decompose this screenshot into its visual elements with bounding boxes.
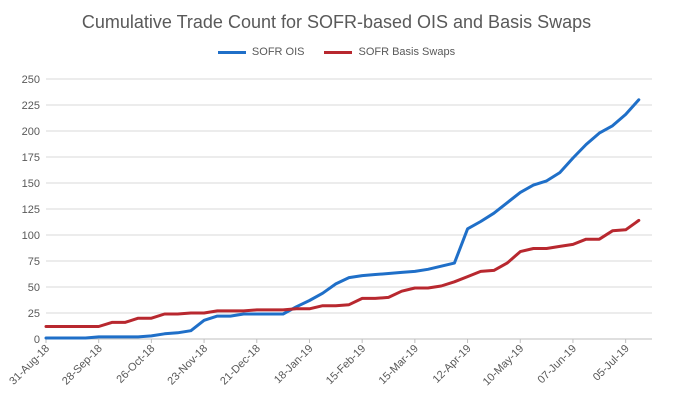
y-tick-label-0: 0 <box>34 334 40 346</box>
x-tick-label-11: 05-Jul-19 <box>591 343 632 384</box>
chart-title: Cumulative Trade Count for SOFR-based OI… <box>81 12 592 32</box>
y-tick-label-75: 75 <box>28 256 40 268</box>
y-tick-label-175: 175 <box>22 152 40 164</box>
x-tick-label-8: 12-Apr-19 <box>431 343 474 386</box>
legend-item-sofr-basis-swaps: SOFR Basis Swaps <box>324 46 455 58</box>
y-tick-label-100: 100 <box>22 230 40 242</box>
y-tick-label-25: 25 <box>28 308 40 320</box>
x-tick-label-9: 10-May-19 <box>481 343 527 389</box>
x-tick-label-10: 07-Jun-19 <box>536 343 580 387</box>
y-tick-label-50: 50 <box>28 282 40 294</box>
series-line-sofr-ois <box>44 98 641 340</box>
x-tick-label-3: 23-Nov-18 <box>165 343 210 388</box>
x-tick-label-2: 26-Oct-18 <box>114 343 157 386</box>
y-tick-label-250: 250 <box>22 74 40 86</box>
legend-swatch-sofr-ois <box>217 50 246 54</box>
y-tick-label-150: 150 <box>22 178 40 190</box>
x-tick-label-6: 15-Feb-19 <box>324 343 368 387</box>
y-tick-label-200: 200 <box>22 126 40 138</box>
x-tick-label-4: 21-Dec-18 <box>218 343 263 388</box>
legend-label-sofr-ois: SOFR OIS <box>251 46 305 58</box>
x-tick-label-0: 31-Aug-18 <box>7 343 52 388</box>
x-tick-label-7: 15-Mar-19 <box>377 343 421 387</box>
legend: SOFR OIS SOFR Basis Swaps <box>0 46 673 58</box>
x-tick-label-5: 18-Jan-19 <box>272 343 316 387</box>
y-tick-label-225: 225 <box>22 100 40 112</box>
x-tick-label-1: 28-Sep-18 <box>60 343 105 388</box>
legend-label-sofr-basis-swaps: SOFR Basis Swaps <box>358 46 456 58</box>
legend-swatch-sofr-basis-swaps <box>324 50 353 54</box>
series-line-sofr-basis-swaps <box>44 218 641 328</box>
y-tick-label-125: 125 <box>22 204 40 216</box>
legend-item-sofr-ois: SOFR OIS <box>217 46 305 58</box>
